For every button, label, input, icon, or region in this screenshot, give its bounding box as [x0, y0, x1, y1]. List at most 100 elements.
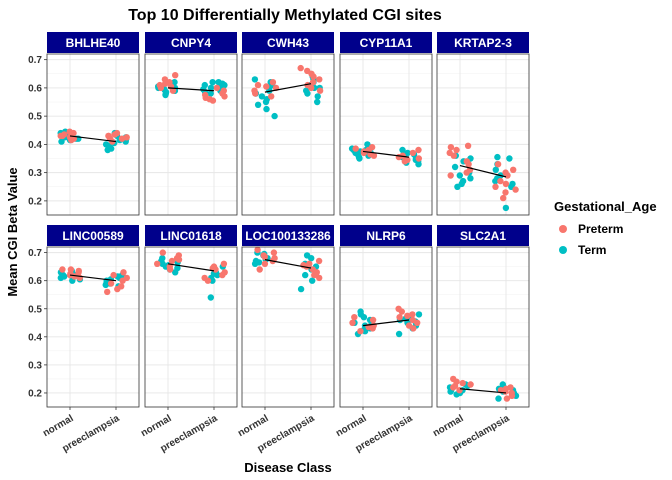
data-point-preterm-normal: [464, 142, 472, 149]
data-point-preterm-preeclampsia: [219, 271, 226, 279]
data-point-term-preeclampsia: [207, 294, 214, 301]
data-point-preterm-preeclampsia: [410, 325, 417, 332]
data-point-term-preeclampsia: [303, 252, 311, 259]
data-point-preterm-preeclampsia: [316, 87, 324, 94]
strip-cwh43: [242, 32, 334, 53]
y-tick-label: 0.4: [28, 140, 42, 151]
mean-line: [264, 259, 312, 269]
data-point-preterm-preeclampsia: [502, 189, 509, 196]
data-point-preterm-preeclampsia: [209, 97, 217, 104]
data-point-term-preeclampsia: [404, 149, 411, 157]
y-tick-label: 0.4: [28, 332, 42, 343]
data-point-preterm-preeclampsia: [492, 183, 499, 190]
strip-label-krtap2-3: KRTAP2-3: [454, 36, 512, 50]
panel-border: [46, 246, 140, 408]
legend: Gestational_Age Preterm Term: [554, 199, 657, 257]
strip-linc00589: [47, 225, 139, 246]
data-point-term-normal: [159, 255, 166, 262]
data-point-term-preeclampsia: [314, 93, 321, 100]
data-point-preterm-normal: [59, 266, 66, 273]
strip-label-bhlhe40: BHLHE40: [66, 36, 121, 50]
data-point-preterm-preeclampsia: [220, 87, 227, 94]
data-point-term-normal: [271, 112, 278, 120]
data-point-preterm-preeclampsia: [110, 271, 117, 279]
strip-linc01618: [145, 225, 237, 246]
strip-label-cnpy4: CNPY4: [171, 36, 211, 50]
data-point-preterm-normal: [263, 83, 270, 90]
data-point-term-normal: [174, 264, 181, 272]
strip-label-cwh43: CWH43: [267, 36, 309, 50]
strip-nlrp6: [340, 225, 432, 246]
data-point-preterm-preeclampsia: [508, 392, 516, 399]
data-point-preterm-normal: [154, 260, 161, 267]
data-point-preterm-normal: [175, 256, 183, 263]
data-point-preterm-preeclampsia: [118, 135, 126, 142]
data-point-preterm-normal: [369, 316, 377, 324]
data-point-preterm-normal: [352, 145, 359, 152]
y-tick-label: 0.5: [28, 112, 42, 123]
data-point-preterm-normal: [254, 81, 262, 89]
panel-border: [436, 246, 530, 408]
y-tick-label: 0.6: [28, 83, 42, 94]
y-tick-label: 0.2: [28, 196, 42, 207]
data-point-preterm-normal: [68, 136, 75, 144]
data-point-preterm-normal: [447, 172, 454, 179]
data-point-term-normal: [467, 175, 474, 182]
data-point-preterm-normal: [459, 379, 466, 387]
data-point-term-normal: [254, 101, 262, 109]
data-point-preterm-normal: [168, 257, 176, 265]
x-tick-label: normal: [139, 413, 174, 439]
x-tick-label: normal: [236, 413, 271, 439]
data-point-preterm-normal: [463, 169, 470, 176]
data-point-preterm-normal: [450, 152, 457, 159]
data-point-preterm-preeclampsia: [500, 194, 507, 202]
strip-label-slc2a1: SLC2A1: [460, 229, 506, 243]
panel-bhlhe40: BHLHE40 0.2 0.3 0.4 0.5 0.6 0.7: [28, 32, 140, 216]
strip-cnpy4: [145, 32, 237, 53]
data-point-term-normal: [255, 259, 263, 266]
panel-border: [339, 53, 433, 216]
data-point-preterm-preeclampsia: [503, 395, 511, 402]
data-point-term-preeclampsia: [209, 79, 216, 86]
mean-line: [459, 388, 507, 394]
mean-line: [264, 83, 312, 93]
data-point-preterm-normal: [451, 382, 459, 390]
data-point-preterm-preeclampsia: [202, 91, 209, 99]
data-point-preterm-preeclampsia: [316, 76, 323, 83]
data-point-term-preeclampsia: [415, 311, 423, 318]
y-tick-label: 0.7: [28, 55, 42, 66]
panel-linc00589: LINC005890.20.30.40.50.60.7normalpreecla…: [28, 225, 140, 455]
data-point-preterm-preeclampsia: [404, 156, 411, 164]
data-point-preterm-normal: [351, 314, 358, 321]
data-point-preterm-normal: [59, 132, 66, 140]
data-point-preterm-normal: [172, 72, 179, 79]
panel-border: [436, 53, 530, 216]
data-point-preterm-preeclampsia: [502, 169, 509, 176]
strip-label-loc100133286: LOC100133286: [245, 229, 331, 243]
mean-line: [167, 263, 215, 272]
data-point-term-preeclampsia: [492, 166, 499, 173]
data-point-preterm-normal: [261, 253, 268, 260]
legend-label-preterm: Preterm: [578, 222, 623, 236]
data-point-preterm-normal: [251, 87, 258, 94]
data-point-term-normal: [263, 105, 270, 113]
data-point-preterm-preeclampsia: [415, 146, 422, 154]
data-point-preterm-preeclampsia: [409, 149, 417, 157]
strip-label-nlrp6: NLRP6: [366, 229, 406, 243]
y-tick-label: 0.6: [28, 276, 42, 287]
data-point-term-normal: [451, 163, 459, 171]
data-point-term-preeclampsia: [207, 90, 214, 97]
data-point-preterm-preeclampsia: [221, 93, 228, 100]
data-point-term-preeclampsia: [207, 84, 215, 92]
data-point-preterm-preeclampsia: [395, 153, 403, 161]
data-point-term-preeclampsia: [502, 204, 510, 212]
data-point-preterm-normal: [447, 144, 455, 151]
data-point-preterm-normal: [270, 249, 278, 256]
x-tick-label: normal: [334, 413, 369, 439]
data-point-preterm-preeclampsia: [494, 161, 502, 168]
data-point-preterm-normal: [159, 249, 166, 256]
strip-label-linc00589: LINC00589: [62, 229, 124, 243]
